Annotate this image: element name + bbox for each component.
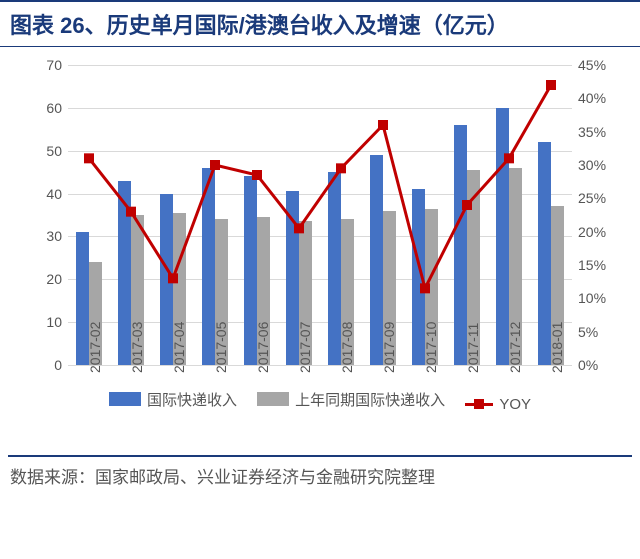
x-tick-label: 2017-07 [297,322,313,373]
y-right-tick: 15% [578,257,618,273]
y-right-tick: 40% [578,90,618,106]
legend-label-line: YOY [499,396,531,413]
line-layer [68,65,572,365]
y-right-tick: 45% [578,57,618,73]
y-left-tick: 40 [30,186,62,202]
y-right-tick: 5% [578,324,618,340]
x-tick-label: 2017-06 [255,322,271,373]
x-tick-label: 2017-10 [423,322,439,373]
plot-inner: 0102030405060700%5%10%15%20%25%30%35%40%… [68,65,572,365]
yoy-marker [462,200,472,210]
source-text: 数据来源：国家邮政局、兴业证券经济与金融研究院整理 [0,457,640,488]
y-right-tick: 10% [578,290,618,306]
y-left-tick: 70 [30,57,62,73]
x-tick-label: 2018-01 [549,322,565,373]
x-tick-label: 2017-09 [381,322,397,373]
figure-container: 图表 26、历史单月国际/港澳台收入及增速（亿元） 0 10 20 30 40 50 60 7… [0,0,640,559]
legend-item-bars1: 国际快递收入 [109,389,237,410]
y-right-tick: 25% [578,190,618,206]
y-left-tick: 50 [30,143,62,159]
legend-item-bars2: 上年同期国际快递收入 [257,389,445,410]
y-right-tick: 35% [578,124,618,140]
x-tick-label: 2017-08 [339,322,355,373]
x-tick-label: 2017-11 [465,323,481,373]
x-tick-label: 2017-02 [87,322,103,373]
y-left-tick: 0 [30,357,62,373]
legend-swatch-line [465,403,493,406]
yoy-marker [84,153,94,163]
title-bar: 图表 26、历史单月国际/港澳台收入及增速（亿元） [0,0,640,47]
x-tick-label: 2017-12 [507,322,523,373]
legend-swatch-bars1 [109,392,141,406]
yoy-marker [420,283,430,293]
yoy-marker [168,273,178,283]
x-tick-label: 2017-03 [129,322,145,373]
yoy-marker [336,163,346,173]
chart-title: 图表 26、历史单月国际/港澳台收入及增速（亿元） [10,8,630,40]
legend-item-line: YOY [465,396,531,413]
yoy-marker [546,80,556,90]
yoy-marker [126,207,136,217]
x-tick-label: 2017-05 [213,322,229,373]
yoy-marker [504,153,514,163]
legend-label-bars2: 上年同期国际快递收入 [295,389,445,410]
y-left-tick: 20 [30,271,62,287]
yoy-marker [378,120,388,130]
legend: 国际快递收入 上年同期国际快递收入 YOY [20,389,620,414]
yoy-marker [210,160,220,170]
x-tick-label: 2017-04 [171,322,187,373]
y-right-tick: 30% [578,157,618,173]
y-right-tick: 20% [578,224,618,240]
y-right-tick: 0% [578,357,618,373]
plot-area: 0 10 20 30 40 50 60 70 0% 5% 10% 15% 20% 25% 30% 35% 40%… [20,55,620,455]
legend-swatch-bars2 [257,392,289,406]
yoy-marker [294,223,304,233]
yoy-marker [252,170,262,180]
legend-label-bars1: 国际快递收入 [147,389,237,410]
y-left-tick: 10 [30,314,62,330]
y-left-tick: 30 [30,228,62,244]
yoy-line [89,85,551,288]
y-left-tick: 60 [30,100,62,116]
